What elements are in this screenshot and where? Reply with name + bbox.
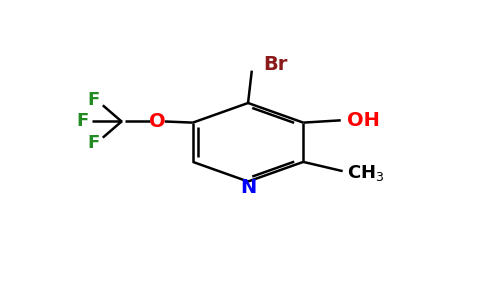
Text: O: O [149, 112, 166, 131]
Text: F: F [76, 112, 88, 130]
Text: N: N [240, 178, 256, 197]
Text: OH: OH [347, 111, 380, 130]
Text: Br: Br [263, 56, 287, 74]
Text: F: F [87, 91, 100, 109]
Text: F: F [87, 134, 100, 152]
Text: CH$_3$: CH$_3$ [347, 164, 385, 183]
